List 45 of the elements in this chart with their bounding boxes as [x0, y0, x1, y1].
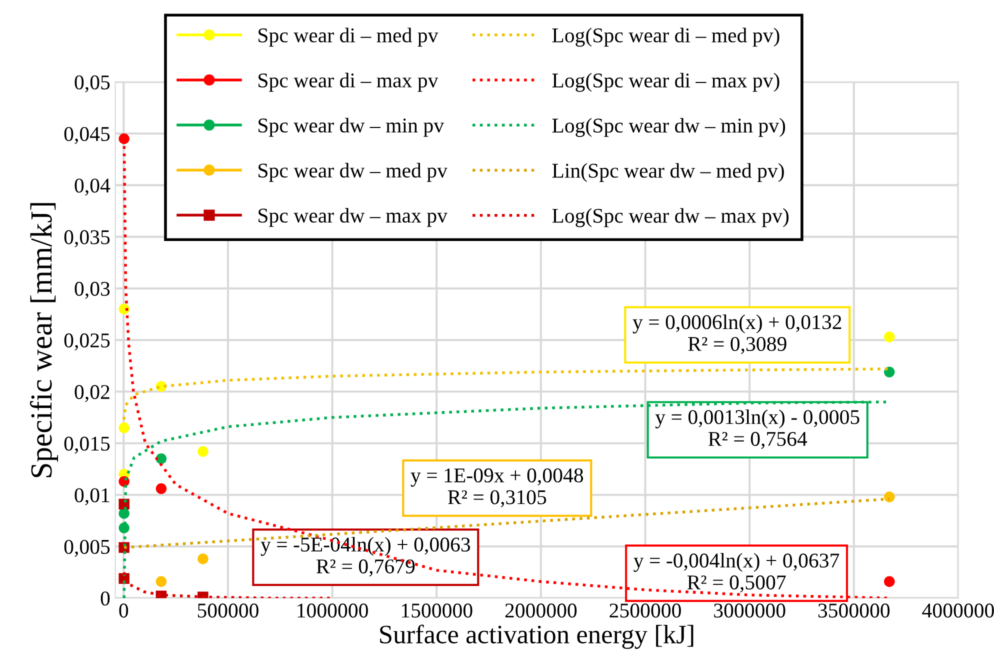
y-tick-label: 0,045: [64, 126, 110, 144]
point: [118, 422, 130, 434]
x-tick-label: 1000000: [298, 604, 368, 618]
annotation: y = 1E-09x + 0,0048 R² = 0,3105: [410, 468, 584, 508]
legend-label: Lin(Spc wear dw – med pv): [552, 163, 784, 182]
y-tick-label: 0,01: [74, 488, 110, 506]
x-tick-label: 3000000: [714, 604, 786, 618]
legend-label: Log(Spc wear di – med pv): [552, 28, 780, 47]
y-tick-label: 0,05: [74, 75, 110, 92]
legend-label: Log(Spc wear di – max pv): [552, 72, 780, 92]
legend-label: Spc wear dw – min pv: [258, 118, 444, 137]
y-tick-label: 0: [100, 591, 110, 606]
legend-label: Spc wear di – med pv: [258, 28, 438, 47]
legend-label: Log(Spc wear dw – max pv): [552, 208, 789, 228]
legend-label: Spc wear dw – med pv: [258, 162, 448, 182]
x-axis-title: Surface activation energy [kJ]: [380, 624, 694, 649]
y-axis-title: Specific wear [mm/kJ]: [30, 203, 58, 478]
point: [198, 553, 208, 564]
annotation: y = -0,004ln(x) + 0,0637 R² = 0,5007: [634, 552, 840, 592]
x-tick-label: 0: [119, 604, 128, 618]
y-tick-label: 0,005: [64, 540, 110, 557]
legend-label: Spc wear di – max pv: [258, 72, 438, 92]
x-tick-label: 2000000: [505, 604, 577, 618]
x-tick-label: 2500000: [610, 604, 681, 618]
point: [884, 332, 895, 342]
y-tick-label: 0,02: [74, 385, 110, 402]
y-tick-label: 0,04: [74, 178, 110, 196]
annotation: y = 0,0006ln(x) + 0,0132 R² = 0,3089: [632, 314, 842, 354]
y-tick-label: 0,03: [74, 282, 110, 299]
legend-label: Log(Spc wear dw – min pv): [552, 118, 786, 137]
y-tick-label: 0,035: [64, 230, 110, 248]
y-tick-label: 0,015: [64, 436, 110, 454]
point: [156, 483, 167, 494]
point: [884, 576, 895, 587]
point: [884, 492, 895, 502]
legend-label: Spc wear dw – max pv: [258, 208, 448, 227]
point: [198, 446, 208, 457]
x-tick-label: 4000000: [922, 604, 994, 618]
x-tick-label: 500000: [198, 604, 258, 618]
x-tick-label: 1500000: [402, 604, 472, 618]
annotation: y = 0,0013ln(x) - 0,0005 R² = 0,7564: [655, 409, 860, 449]
point: [156, 576, 167, 587]
point: [884, 366, 895, 378]
y-tick-label: 0,025: [64, 333, 110, 350]
x-tick-label: 3500000: [818, 604, 890, 618]
